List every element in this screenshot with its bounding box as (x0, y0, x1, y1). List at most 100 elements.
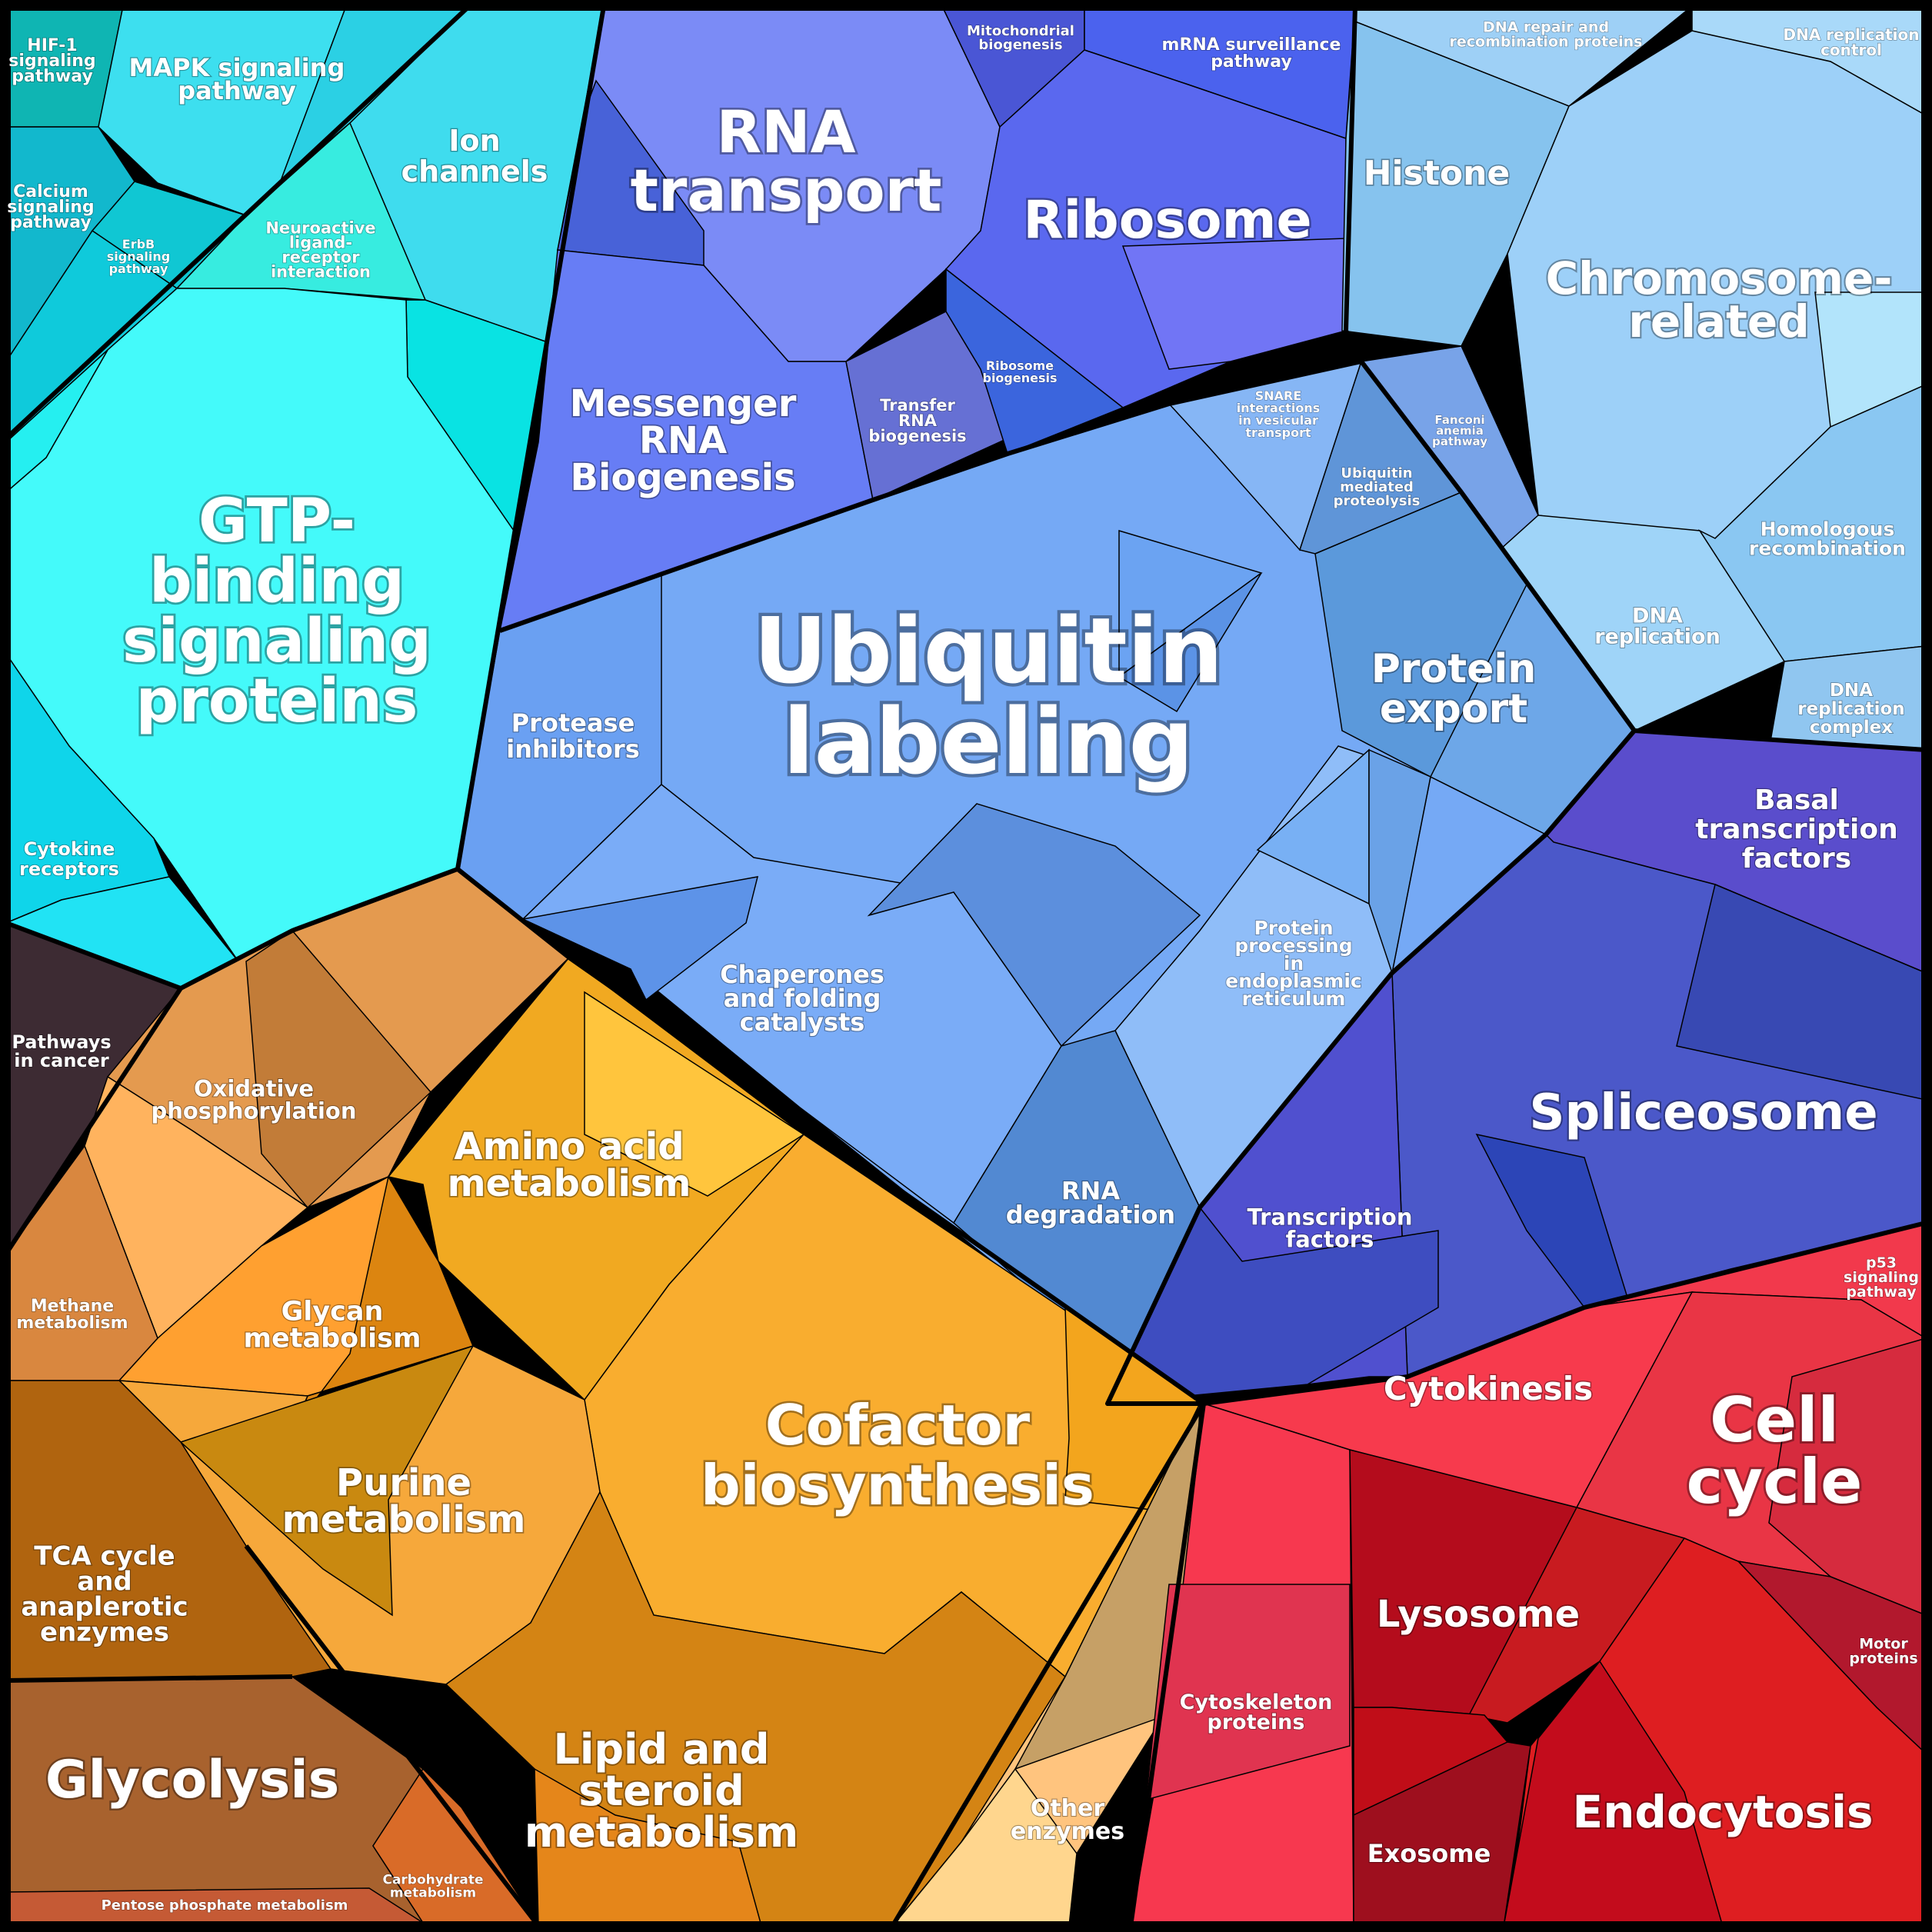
label-line: Ribosome (986, 358, 1054, 373)
label-line: control (1820, 41, 1882, 59)
label-line: enzymes (1011, 1818, 1124, 1845)
cell-amino-acid-light[interactable] (584, 991, 805, 1197)
cell-lysosome-lower[interactable] (1353, 1707, 1509, 1817)
label-line: Histone (1364, 154, 1511, 193)
label-line: signaling (7, 198, 94, 217)
label-exosome: Exosome (1367, 1839, 1491, 1868)
label-line: interaction (271, 263, 371, 281)
label-mrna-surveillance: mRNA surveillance pathway (1162, 35, 1341, 72)
label-line: pathway (1432, 435, 1487, 448)
label-line: cycle (1687, 1446, 1863, 1517)
label-line: Ion (448, 124, 500, 158)
label-line: mRNA surveillance (1162, 35, 1341, 55)
label-dna-replication: DNA replication (1594, 604, 1720, 648)
label-line: replication (1594, 625, 1720, 648)
label-ion-channels: Ion channels (401, 124, 548, 188)
label-line: interactions (1237, 401, 1321, 415)
label-line: proteolysis (1334, 493, 1421, 509)
label-line: enzymes (40, 1617, 169, 1647)
label-line: Transfer (880, 396, 955, 415)
labels: HIF-1 signaling pathway MAPK signaling path… (7, 18, 1920, 1914)
label-line: ErbB (122, 237, 155, 251)
label-line: in (1284, 952, 1304, 974)
cell-neuroactive-ligand[interactable] (175, 122, 427, 301)
label-line: metabolism (390, 1886, 476, 1901)
label-line: and (77, 1566, 132, 1597)
label-rna-transport: RNA transport (631, 98, 942, 225)
cell-lysosome-b[interactable] (1467, 1507, 1686, 1724)
label-line: proteins (1208, 1710, 1305, 1734)
label-dna-replication-complex: DNA replication complex (1797, 681, 1904, 738)
label-line: Lipid and (553, 1725, 769, 1774)
label-line: Lysosome (1377, 1593, 1580, 1636)
label-purine: Purine metabolism (282, 1461, 526, 1541)
label-endocytosis: Endocytosis (1573, 1786, 1874, 1838)
label-protease-inhibitors: Protease inhibitors (506, 708, 639, 764)
label-line: HIF-1 (27, 36, 77, 55)
label-line: proteins (136, 667, 418, 736)
label-line: Calcium (13, 182, 88, 202)
label-line: DNA replication (1784, 25, 1920, 44)
label-line: DNA repair and (1483, 18, 1609, 35)
cell-exosome[interactable] (1353, 1741, 1531, 1927)
label-line: recombination proteins (1450, 33, 1643, 50)
label-line: channels (401, 155, 548, 188)
label-ubiquitin-labeling: Ubiquitin labeling (754, 598, 1224, 794)
label-line: transcription (1695, 814, 1897, 845)
label-line: receptors (19, 858, 119, 880)
cell-ribosome-right[interactable] (1121, 238, 1347, 370)
cell-purine-gold[interactable] (179, 1344, 475, 1617)
label-line: catalysts (740, 1008, 865, 1037)
label-line: Glycolysis (45, 1750, 339, 1810)
label-line: steroid (578, 1767, 744, 1815)
label-line: anaplerotic (21, 1591, 188, 1622)
label-line: Carbohydrate (382, 1873, 483, 1888)
label-gtp-binding: GTP-binding signaling proteins (122, 487, 431, 736)
label-line: pathway (1846, 1284, 1917, 1301)
label-line: Protease (511, 708, 635, 738)
label-line: Chaperones (720, 960, 884, 989)
label-other-enzymes: Other enzymes (1011, 1795, 1124, 1845)
cell-ubiquitin-center[interactable] (867, 803, 1201, 1048)
label-line: recombination (1749, 538, 1906, 560)
label-ribosome: Ribosome (1023, 190, 1311, 251)
label-line: SNARE (1255, 388, 1302, 403)
label-line: ligand- (289, 234, 352, 252)
label-messenger-rna: Messenger RNA Biogenesis (570, 382, 797, 499)
label-line: Basal (1754, 784, 1839, 816)
label-line: processing (1234, 934, 1352, 957)
label-line: in cancer (14, 1050, 109, 1071)
cell-cytoskeleton-mid[interactable] (1145, 1584, 1351, 1801)
cell-ubiquitin-inner-b[interactable] (1118, 572, 1262, 713)
label-line: Ubiquitin (1341, 465, 1412, 481)
label-histone: Histone (1364, 154, 1511, 193)
label-snare: SNARE interactions in vesicular transport (1237, 388, 1321, 440)
label-line: Biogenesis (570, 456, 795, 499)
label-motor-proteins: Motor proteins (1849, 1635, 1917, 1667)
label-line: export (1380, 686, 1527, 732)
label-protein-processing-er: Protein processing in endoplasmic reticulum (1225, 917, 1361, 1010)
label-chaperones: Chaperones and folding catalysts (720, 960, 884, 1037)
cell-carbohydrate-metabolism[interactable] (372, 1767, 540, 1927)
label-line: in vesicular (1238, 413, 1318, 428)
label-line: receptor (281, 248, 360, 267)
cell-ribosome-biogenesis[interactable] (945, 268, 1124, 455)
label-line: mediated (1340, 479, 1414, 495)
cell-lipid-orange[interactable] (534, 1767, 762, 1927)
label-line: biogenesis (978, 37, 1062, 53)
label-pathways-in-cancer: Pathways in cancer (12, 1031, 111, 1071)
cell-chaperones-left[interactable] (521, 876, 759, 1001)
label-carbohydrate: Carbohydrate metabolism (382, 1873, 483, 1901)
label-line: RNA (1061, 1177, 1120, 1206)
label-rna-degradation: RNA degradation (1006, 1177, 1175, 1230)
treemap-cells (4, 5, 1927, 1927)
label-line: Other (1031, 1795, 1105, 1822)
label-line: pathway (178, 76, 296, 105)
label-line: phosphorylation (151, 1098, 356, 1124)
label-line: factors (1286, 1227, 1374, 1253)
label-line: Amino acid (454, 1125, 684, 1168)
label-line: Cytoskeleton (1180, 1690, 1333, 1714)
label-line: Endocytosis (1573, 1786, 1874, 1838)
label-line: signaling (1844, 1269, 1919, 1286)
label-line: Protein (1254, 917, 1333, 939)
